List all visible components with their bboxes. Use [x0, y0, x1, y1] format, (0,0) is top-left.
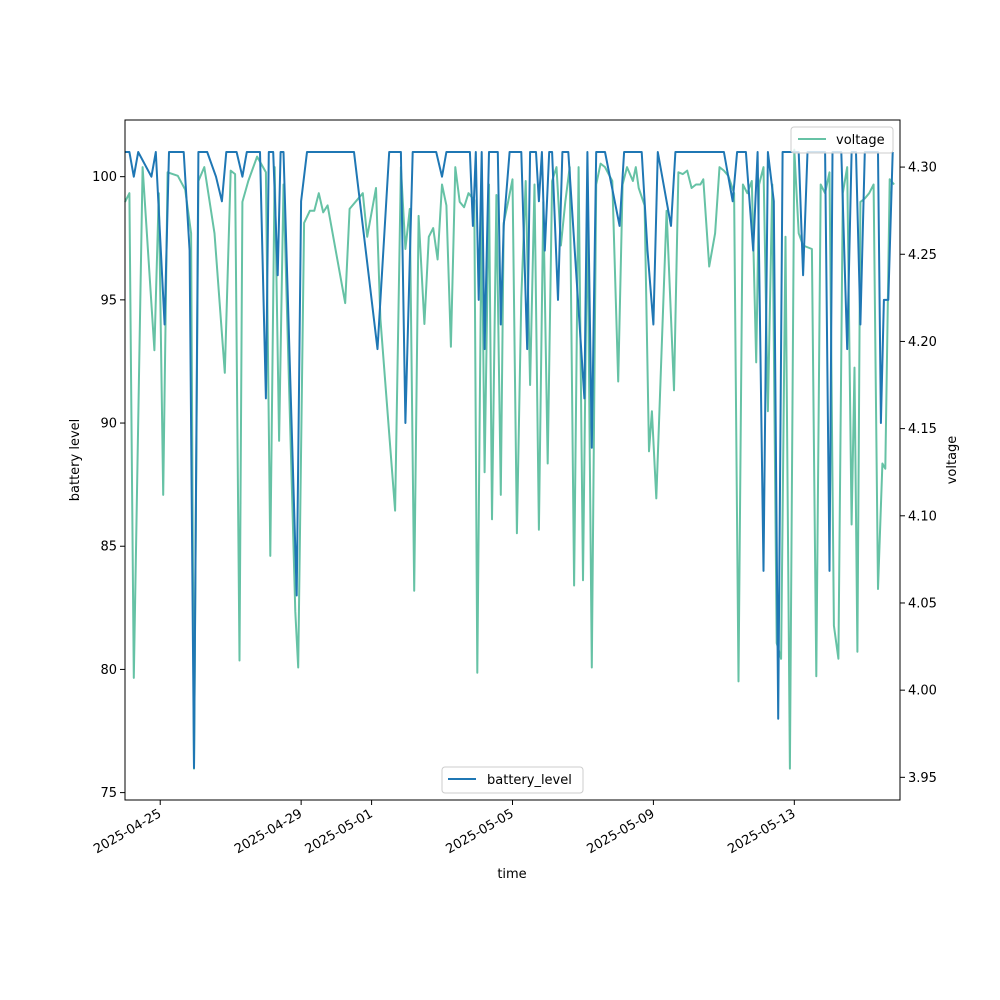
- right-tick-label: 4.00: [908, 684, 937, 699]
- right-tick-label: 4.05: [908, 596, 937, 611]
- legend-battery-level-label: battery_level: [487, 773, 572, 788]
- right-tick-label: 4.25: [908, 248, 937, 263]
- right-tick-label: 4.15: [908, 422, 937, 437]
- legend-voltage-box: [790, 126, 894, 154]
- legend-battery-level-box: [441, 766, 584, 794]
- right-tick-label: 4.10: [908, 509, 937, 524]
- right-tick-label: 4.30: [908, 161, 937, 176]
- right-tick-label: 4.20: [908, 335, 937, 350]
- left-tick-label: 80: [100, 663, 117, 678]
- left-axis-label: battery level: [68, 419, 83, 502]
- x-axis-label: time: [497, 867, 526, 882]
- left-tick-label: 85: [100, 540, 117, 555]
- legend-voltage-label: voltage: [836, 133, 885, 148]
- right-axis-label: voltage: [945, 436, 960, 485]
- left-tick-label: 95: [100, 293, 117, 308]
- legend-battery-level: battery_level: [441, 766, 584, 794]
- legend-voltage: voltage: [790, 126, 894, 154]
- right-axis-ticks: 3.95 4.00 4.05 4.10 4.15 4.20 4.25 4.30: [900, 161, 937, 786]
- left-tick-label: 90: [100, 417, 117, 432]
- left-tick-label: 100: [92, 170, 117, 185]
- left-axis-ticks: 75 80 85 90 95 100: [92, 170, 125, 801]
- series-line-voltage: [124, 148, 895, 770]
- left-tick-label: 75: [100, 786, 117, 801]
- right-tick-label: 3.95: [908, 771, 937, 786]
